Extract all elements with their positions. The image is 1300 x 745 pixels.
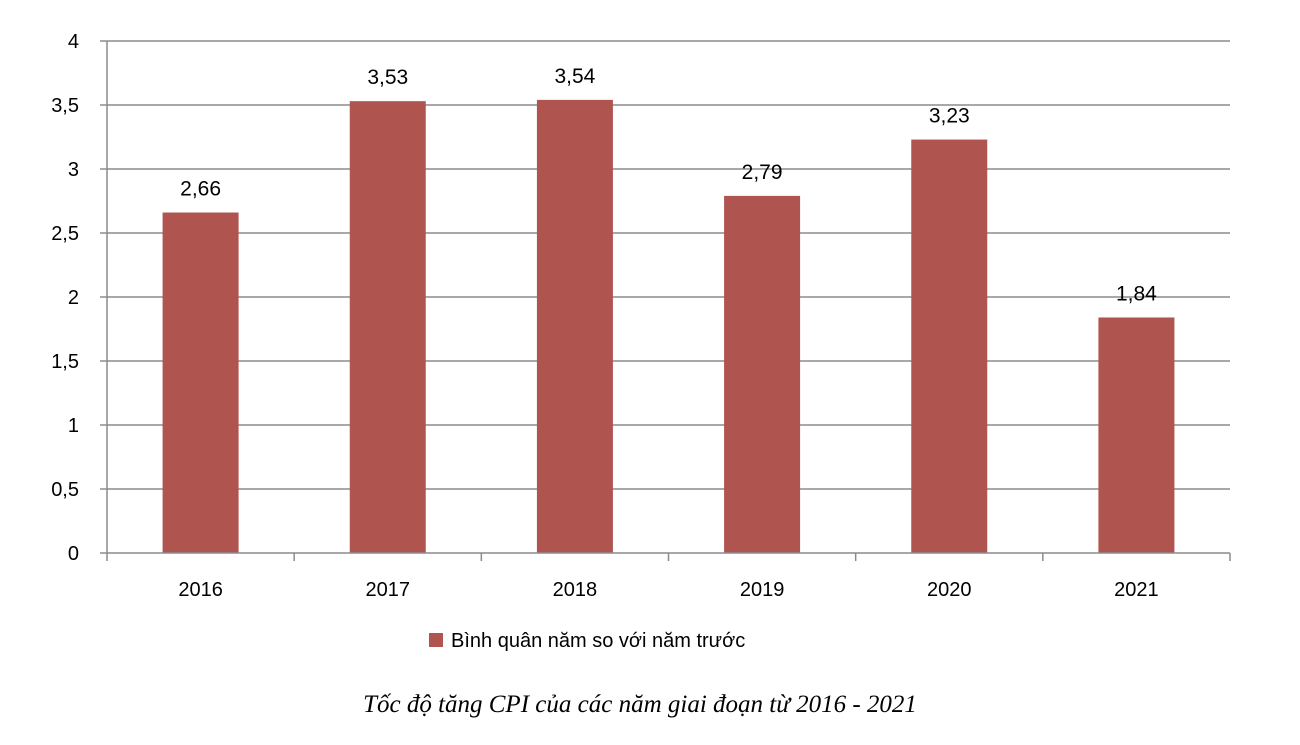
y-tick-label: 3 <box>68 159 79 181</box>
x-tick-labels: 2016 2017 2018 2019 2020 2021 <box>178 579 1158 601</box>
data-label-2016: 2,66 <box>180 178 221 201</box>
x-tick-label: 2019 <box>740 579 785 601</box>
bar-2016 <box>162 212 239 553</box>
y-tick-label: 3,5 <box>51 95 79 117</box>
data-label-2021: 1,84 <box>1116 282 1157 305</box>
bars <box>162 99 1175 553</box>
y-tick-labels: 0 0,5 1 1,5 2 2,5 3 3,5 4 <box>51 31 79 565</box>
legend-swatch <box>429 633 443 647</box>
bar-2021 <box>1098 317 1175 553</box>
x-tick-label: 2016 <box>178 579 223 601</box>
x-tick-label: 2021 <box>1114 579 1159 601</box>
y-tick-label: 0 <box>68 543 79 565</box>
x-tick-label: 2018 <box>553 579 598 601</box>
data-label-2017: 3,53 <box>367 66 408 89</box>
bar-2019 <box>724 195 801 553</box>
y-tick-label: 2 <box>68 287 79 309</box>
y-tick-label: 1,5 <box>51 351 79 373</box>
bar-2017 <box>349 101 426 553</box>
data-label-2018: 3,54 <box>554 65 595 88</box>
y-tick-label: 2,5 <box>51 223 79 245</box>
bar-2018 <box>536 99 613 553</box>
chart-caption: Tốc độ tăng CPI của các năm giai đoạn từ… <box>363 691 917 718</box>
y-tick-label: 4 <box>68 31 79 53</box>
axes <box>100 40 1231 561</box>
y-tick-label: 0,5 <box>51 479 79 501</box>
data-labels: 2,66 3,53 3,54 2,79 3,23 1,84 <box>180 65 1157 306</box>
legend-entry-label: Bình quân năm so với năm trước <box>451 630 745 652</box>
bar-2020 <box>911 139 988 553</box>
legend: Bình quân năm so với năm trước <box>429 630 745 652</box>
x-tick-label: 2020 <box>927 579 972 601</box>
gridlines <box>107 40 1230 490</box>
data-label-2019: 2,79 <box>742 161 783 184</box>
x-tick-label: 2017 <box>366 579 411 601</box>
y-tick-label: 1 <box>68 415 79 437</box>
data-label-2020: 3,23 <box>929 105 970 128</box>
